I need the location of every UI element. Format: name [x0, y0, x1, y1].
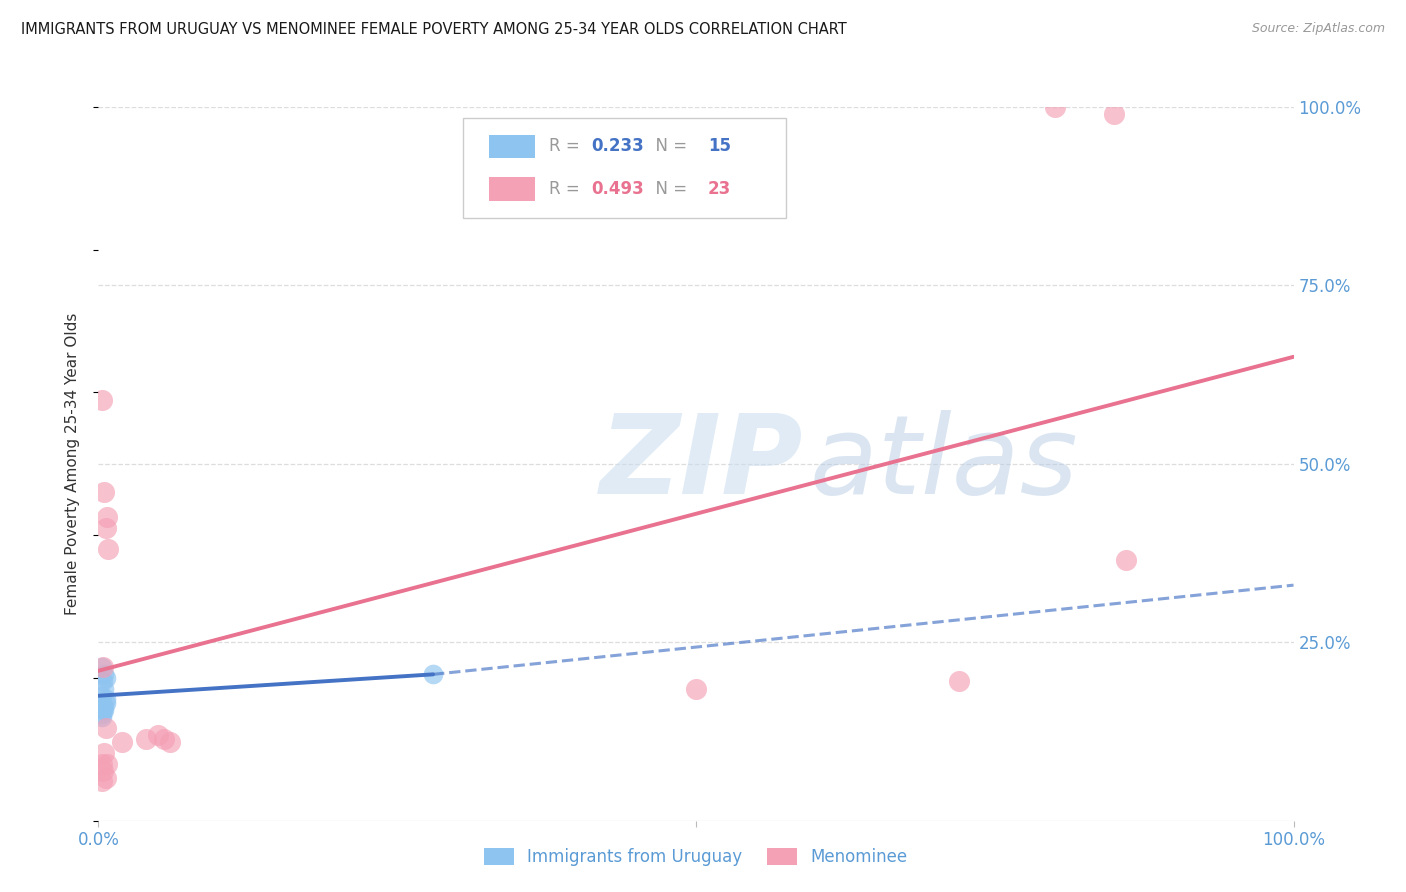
- Point: [1102, 107, 1125, 121]
- Point: [91, 774, 114, 789]
- Bar: [489, 178, 534, 201]
- Text: N =: N =: [644, 180, 692, 198]
- Text: 15: 15: [709, 137, 731, 155]
- Point: [135, 731, 157, 746]
- Point: [96, 756, 118, 771]
- Text: 0.493: 0.493: [591, 180, 644, 198]
- Point: [153, 731, 176, 746]
- Text: IMMIGRANTS FROM URUGUAY VS MENOMINEE FEMALE POVERTY AMONG 25-34 YEAR OLDS CORREL: IMMIGRANTS FROM URUGUAY VS MENOMINEE FEM…: [21, 22, 846, 37]
- Point: [96, 510, 118, 524]
- Point: [91, 764, 114, 778]
- Point: [91, 703, 114, 717]
- Point: [91, 699, 114, 714]
- Point: [93, 681, 115, 696]
- Legend: Immigrants from Uruguay, Menominee: Immigrants from Uruguay, Menominee: [478, 841, 914, 873]
- Point: [94, 771, 117, 785]
- Point: [91, 392, 114, 407]
- Point: [159, 735, 181, 749]
- Point: [91, 674, 114, 689]
- Text: N =: N =: [644, 137, 692, 155]
- Point: [94, 696, 117, 710]
- Point: [94, 671, 117, 685]
- Text: ZIP: ZIP: [600, 410, 804, 517]
- Point: [94, 521, 117, 535]
- Text: Source: ZipAtlas.com: Source: ZipAtlas.com: [1251, 22, 1385, 36]
- Bar: [489, 135, 534, 158]
- Text: R =: R =: [548, 180, 585, 198]
- Point: [91, 660, 114, 674]
- Text: atlas: atlas: [810, 410, 1078, 517]
- Point: [93, 667, 115, 681]
- Text: R =: R =: [548, 137, 585, 155]
- Point: [91, 689, 114, 703]
- Point: [91, 710, 114, 724]
- FancyBboxPatch shape: [463, 118, 786, 218]
- Point: [94, 721, 117, 735]
- Point: [111, 735, 134, 749]
- Point: [948, 674, 970, 689]
- Point: [93, 699, 115, 714]
- Point: [91, 756, 114, 771]
- Point: [93, 485, 115, 500]
- Y-axis label: Female Poverty Among 25-34 Year Olds: Female Poverty Among 25-34 Year Olds: [65, 313, 80, 615]
- Point: [91, 660, 114, 674]
- Point: [148, 728, 170, 742]
- Point: [422, 667, 444, 681]
- Point: [1115, 553, 1137, 567]
- Point: [1043, 100, 1066, 114]
- Point: [93, 703, 115, 717]
- Point: [97, 542, 120, 557]
- Point: [685, 681, 707, 696]
- Point: [94, 692, 117, 706]
- Text: 23: 23: [709, 180, 731, 198]
- Point: [93, 746, 115, 760]
- Point: [91, 706, 114, 721]
- Text: 0.233: 0.233: [591, 137, 644, 155]
